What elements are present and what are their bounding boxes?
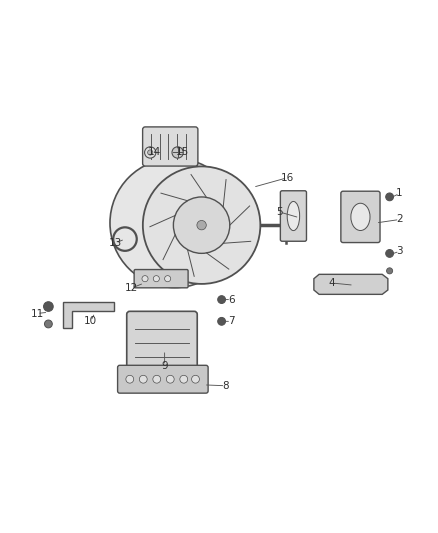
Text: 13: 13 (109, 238, 122, 248)
Circle shape (218, 318, 226, 325)
Circle shape (386, 249, 393, 257)
FancyBboxPatch shape (341, 191, 380, 243)
Text: 9: 9 (161, 361, 168, 371)
Text: 1: 1 (396, 188, 403, 198)
Circle shape (142, 276, 148, 282)
Text: 14: 14 (148, 148, 161, 157)
FancyBboxPatch shape (127, 311, 197, 370)
FancyBboxPatch shape (143, 127, 198, 166)
Text: 3: 3 (396, 246, 403, 256)
Circle shape (153, 276, 159, 282)
Text: 6: 6 (228, 295, 234, 304)
Circle shape (143, 166, 260, 284)
Circle shape (197, 221, 206, 230)
Text: 7: 7 (228, 317, 234, 326)
Text: 5: 5 (277, 207, 283, 217)
Circle shape (145, 147, 156, 158)
Polygon shape (63, 302, 114, 328)
Text: 10: 10 (84, 317, 97, 326)
Text: 11: 11 (31, 309, 44, 319)
Ellipse shape (351, 203, 370, 230)
Circle shape (126, 375, 134, 383)
FancyBboxPatch shape (117, 365, 208, 393)
Circle shape (44, 302, 53, 311)
Circle shape (166, 375, 174, 383)
Circle shape (110, 158, 239, 288)
Ellipse shape (287, 201, 300, 231)
Polygon shape (314, 274, 388, 294)
Circle shape (173, 197, 230, 253)
FancyBboxPatch shape (280, 191, 307, 241)
Circle shape (139, 375, 147, 383)
Text: 12: 12 (124, 283, 138, 293)
Text: 4: 4 (329, 278, 336, 288)
Circle shape (180, 375, 187, 383)
Circle shape (165, 276, 171, 282)
Text: 15: 15 (175, 148, 189, 157)
Text: 8: 8 (222, 381, 229, 391)
Circle shape (218, 296, 226, 303)
Circle shape (191, 375, 199, 383)
Circle shape (148, 150, 153, 155)
Circle shape (45, 320, 52, 328)
Circle shape (172, 147, 184, 158)
Circle shape (153, 375, 161, 383)
Text: 2: 2 (396, 214, 403, 224)
FancyBboxPatch shape (134, 270, 188, 288)
Circle shape (386, 193, 393, 201)
Circle shape (387, 268, 392, 274)
Text: 16: 16 (281, 173, 294, 183)
